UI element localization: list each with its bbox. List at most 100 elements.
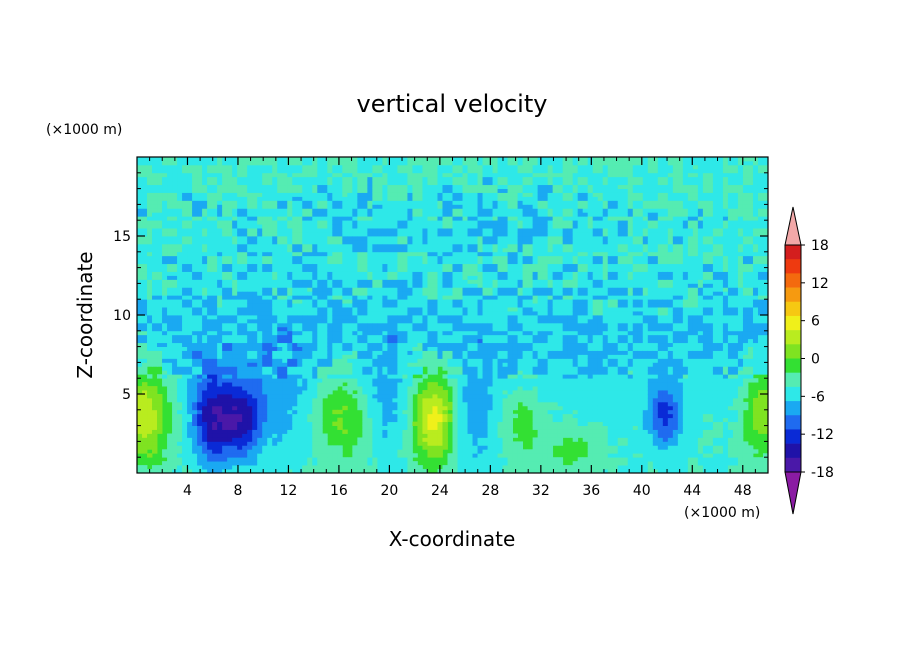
contour-cell [452,362,458,367]
contour-cell [397,362,403,367]
contour-cell [452,236,458,241]
contour-cell [222,354,228,359]
contour-cell [442,259,448,265]
contour-cell [432,192,438,197]
contour-cell [147,350,153,355]
contour-cell [437,334,443,340]
contour-cell [432,421,438,426]
contour-cell [337,338,343,344]
contour-cell [307,315,313,320]
contour-cell [147,271,153,276]
contour-cell [447,196,453,201]
contour-cell [142,157,148,162]
contour-cell [197,401,203,407]
contour-cell [202,358,208,363]
contour-cell [302,362,308,367]
contour-cell [222,212,228,217]
contour-cell [312,279,318,284]
contour-cell [177,378,183,383]
contour-cell [197,382,203,387]
contour-cell [392,311,398,316]
contour-cell [202,350,208,355]
contour-cell [147,255,153,261]
contour-cell [272,453,278,458]
contour-cell [182,243,188,249]
contour-cell [232,157,238,162]
contour-cell [322,342,328,347]
contour-cell [257,157,263,162]
contour-cell [462,401,468,407]
contour-cell [157,326,163,332]
contour-cell [267,366,273,371]
contour-cell [217,370,223,375]
contour-cell [262,342,268,347]
contour-cell [392,208,398,213]
contour-cell [282,354,288,359]
contour-cell [242,445,248,450]
contour-cell [357,366,363,371]
contour-cell [222,232,228,237]
contour-cell [167,275,173,280]
contour-cell [162,318,168,324]
contour-cell [392,437,398,442]
contour-cell [342,318,348,324]
contour-cell [362,224,368,229]
contour-cell [317,200,323,205]
contour-cell [152,409,158,415]
contour-cell [307,287,313,292]
contour-cell [182,232,188,237]
contour-cell [312,366,318,371]
contour-cell [347,291,353,296]
contour-cell [292,330,298,336]
contour-cell [292,220,298,225]
contour-cell [367,417,373,423]
contour-cell [152,267,158,272]
contour-cell [377,326,383,332]
contour-cell [367,394,373,399]
contour-cell [257,346,263,351]
contour-cell [177,259,183,265]
contour-cell [202,295,208,300]
contour-cell [217,200,223,205]
contour-cell [407,243,413,249]
contour-cell [272,267,278,272]
contour-cell [157,322,163,328]
contour-cell [417,421,423,426]
contour-cell [442,263,448,268]
contour-cell [387,224,393,229]
contour-cell [312,184,318,189]
contour-cell [317,382,323,387]
contour-cell [172,287,178,292]
contour-cell [277,350,283,355]
contour-cell [447,283,453,288]
contour-cell [277,433,283,438]
contour-cell [422,330,428,336]
contour-cell [247,401,253,407]
contour-cell [342,259,348,265]
contour-cell [452,322,458,328]
contour-cell [427,390,433,395]
contour-cell [317,362,323,367]
contour-cell [147,362,153,367]
contour-cell [162,378,168,383]
contour-cell [257,291,263,296]
contour-cell [412,196,418,201]
contour-cell [307,275,313,280]
contour-cell [187,287,193,292]
contour-cell [337,172,343,178]
contour-cell [367,279,373,284]
contour-cell [212,315,218,320]
contour-cell [307,168,313,174]
contour-cell [352,160,358,166]
contour-cell [227,386,233,391]
contour-cell [227,267,233,272]
contour-cell [212,413,218,419]
contour-cell [302,425,308,430]
contour-cell [187,208,193,213]
contour-cell [452,350,458,355]
contour-cell [382,421,388,426]
contour-cell [222,295,228,300]
contour-cell [167,311,173,316]
contour-cell [402,358,408,363]
contour-cell [302,382,308,387]
